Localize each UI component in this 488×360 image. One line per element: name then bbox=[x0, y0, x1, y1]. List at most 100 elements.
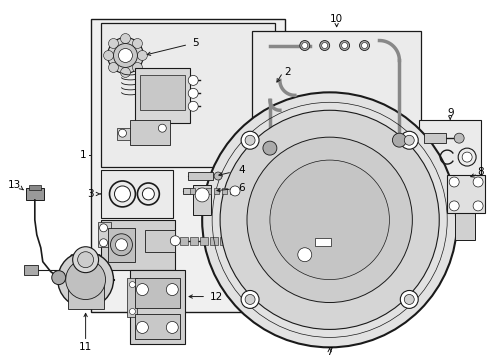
Circle shape bbox=[214, 172, 222, 180]
Bar bbox=[101, 220, 175, 270]
Bar bbox=[117, 128, 130, 140]
Bar bbox=[98, 222, 110, 247]
Circle shape bbox=[246, 137, 411, 302]
Bar bbox=[190, 188, 195, 194]
Text: 8: 8 bbox=[476, 167, 483, 177]
Circle shape bbox=[301, 42, 307, 49]
Circle shape bbox=[241, 291, 259, 309]
Bar bbox=[419, 120, 480, 182]
Bar bbox=[240, 237, 247, 245]
Text: 10: 10 bbox=[329, 14, 343, 24]
Circle shape bbox=[321, 42, 327, 49]
Circle shape bbox=[297, 248, 311, 262]
Bar bbox=[180, 237, 188, 245]
Text: 4: 4 bbox=[238, 165, 244, 175]
Bar bbox=[229, 188, 235, 194]
Circle shape bbox=[220, 110, 438, 329]
Circle shape bbox=[78, 252, 93, 268]
Bar bbox=[206, 188, 211, 194]
Text: 11: 11 bbox=[79, 342, 92, 352]
Circle shape bbox=[339, 41, 349, 50]
Circle shape bbox=[136, 321, 148, 333]
Circle shape bbox=[241, 131, 259, 149]
Circle shape bbox=[392, 133, 406, 147]
Bar bbox=[190, 237, 198, 245]
Circle shape bbox=[404, 135, 413, 145]
Circle shape bbox=[166, 284, 178, 296]
Circle shape bbox=[73, 247, 99, 273]
Circle shape bbox=[115, 239, 127, 251]
Bar bbox=[29, 185, 41, 190]
Bar bbox=[130, 120, 170, 145]
Circle shape bbox=[166, 321, 178, 333]
Circle shape bbox=[113, 44, 137, 67]
Circle shape bbox=[110, 234, 132, 256]
Bar bbox=[424, 133, 446, 143]
Circle shape bbox=[188, 75, 198, 85]
Text: 13: 13 bbox=[8, 180, 21, 190]
Text: 7: 7 bbox=[325, 347, 332, 357]
Circle shape bbox=[108, 63, 118, 72]
Bar bbox=[193, 185, 211, 215]
Circle shape bbox=[254, 234, 268, 248]
Circle shape bbox=[269, 160, 388, 280]
Circle shape bbox=[107, 37, 143, 73]
Circle shape bbox=[400, 291, 417, 309]
Circle shape bbox=[170, 236, 180, 246]
Bar bbox=[101, 23, 274, 167]
Bar bbox=[127, 278, 137, 318]
Circle shape bbox=[120, 67, 130, 77]
Bar bbox=[200, 237, 208, 245]
Circle shape bbox=[361, 42, 367, 49]
Circle shape bbox=[114, 186, 130, 202]
Bar bbox=[140, 75, 185, 110]
Text: 6: 6 bbox=[238, 183, 244, 193]
Bar bbox=[198, 188, 203, 194]
Circle shape bbox=[142, 188, 154, 200]
Bar bbox=[135, 278, 180, 307]
Circle shape bbox=[461, 152, 471, 162]
Bar bbox=[135, 315, 180, 339]
Bar bbox=[107, 228, 135, 262]
Circle shape bbox=[118, 129, 126, 137]
Circle shape bbox=[453, 133, 463, 143]
Circle shape bbox=[229, 186, 240, 196]
Bar bbox=[188, 172, 213, 180]
Bar bbox=[251, 31, 421, 160]
Circle shape bbox=[100, 239, 107, 247]
Text: 5: 5 bbox=[192, 37, 199, 48]
Circle shape bbox=[58, 252, 113, 307]
Circle shape bbox=[188, 101, 198, 111]
Bar bbox=[130, 270, 185, 345]
Circle shape bbox=[448, 201, 458, 211]
Circle shape bbox=[129, 309, 135, 315]
Bar bbox=[183, 188, 201, 194]
Circle shape bbox=[472, 201, 482, 211]
Bar bbox=[210, 237, 218, 245]
Circle shape bbox=[136, 284, 148, 296]
Bar bbox=[90, 19, 285, 312]
Circle shape bbox=[137, 50, 147, 60]
Text: 3: 3 bbox=[87, 189, 93, 199]
Bar bbox=[67, 275, 103, 310]
Text: 1: 1 bbox=[79, 150, 86, 160]
Circle shape bbox=[120, 33, 130, 44]
Bar bbox=[222, 188, 226, 194]
Bar bbox=[454, 205, 474, 240]
Circle shape bbox=[132, 63, 142, 72]
Circle shape bbox=[108, 39, 118, 49]
Circle shape bbox=[118, 49, 132, 62]
Bar bbox=[145, 230, 175, 252]
Circle shape bbox=[404, 294, 413, 305]
Circle shape bbox=[65, 260, 105, 300]
Circle shape bbox=[341, 42, 347, 49]
Bar bbox=[447, 175, 484, 213]
Circle shape bbox=[244, 135, 255, 145]
Bar bbox=[26, 188, 44, 200]
Circle shape bbox=[299, 41, 309, 50]
Circle shape bbox=[448, 177, 458, 187]
Circle shape bbox=[100, 224, 107, 232]
Circle shape bbox=[202, 92, 456, 347]
Circle shape bbox=[359, 41, 369, 50]
Circle shape bbox=[188, 88, 198, 98]
